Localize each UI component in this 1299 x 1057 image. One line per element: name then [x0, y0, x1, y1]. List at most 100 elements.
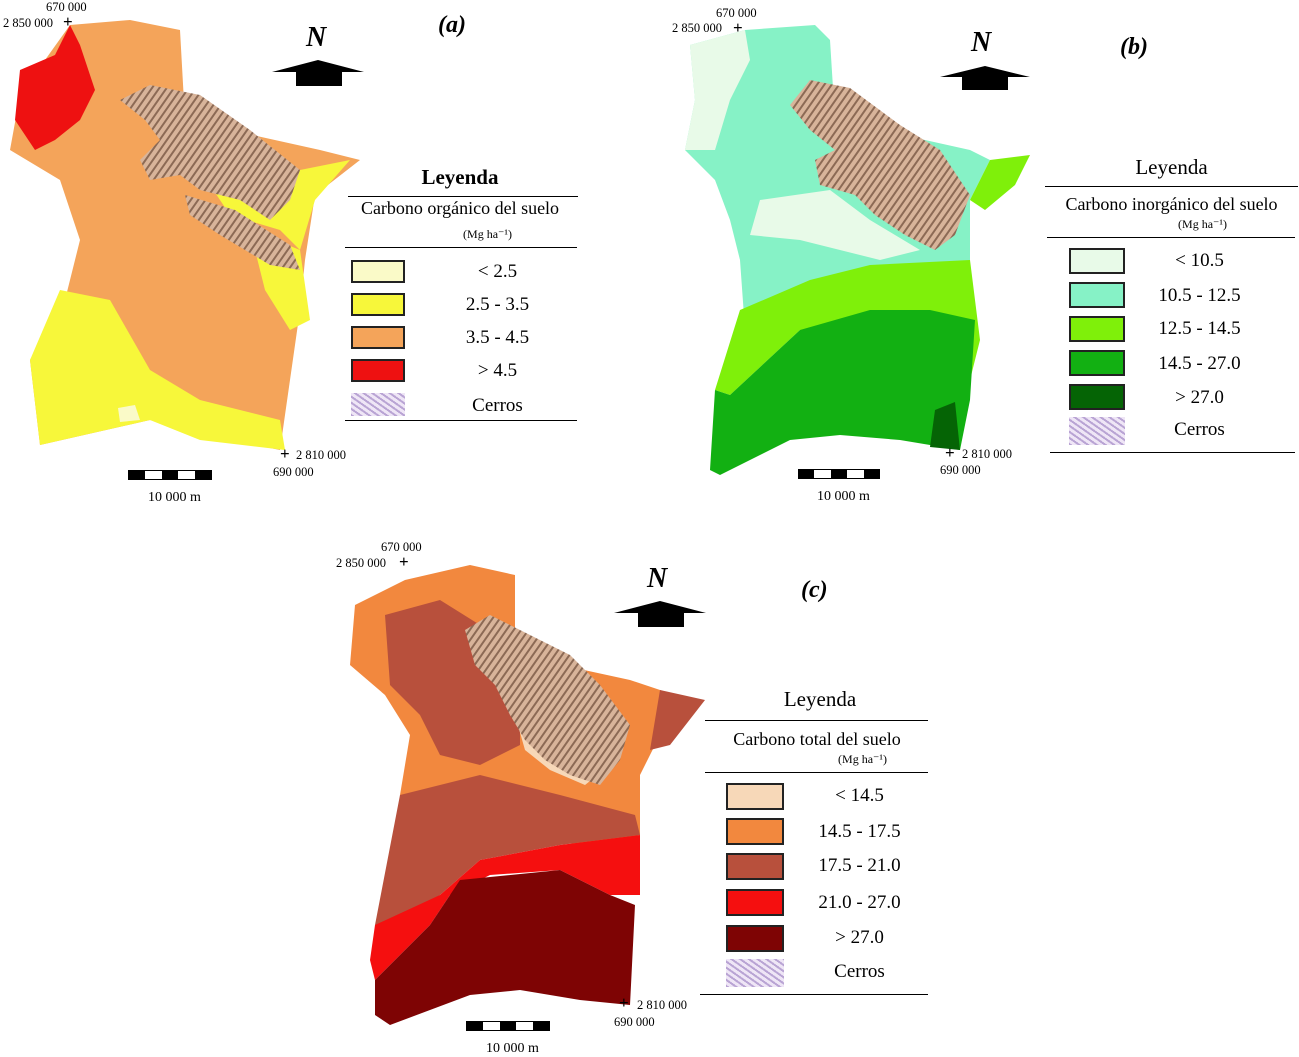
north-arrow-icon	[614, 601, 706, 627]
legend-a: Leyenda Carbono orgánico del suelo (Mg h…	[340, 165, 580, 430]
legend-swatch	[726, 783, 784, 810]
scale-bar	[466, 1021, 550, 1031]
map-a-zone-paleyellow	[118, 405, 140, 422]
legend-class-label: 2.5 - 3.5	[465, 294, 530, 315]
legend-title: Leyenda	[783, 687, 857, 711]
panel-c: 670 000 2 850 000 + + 2 810 000 690 000 …	[330, 535, 950, 1056]
map-b-zone-green	[710, 310, 975, 475]
map-b-zone-light-green-ne	[970, 155, 1030, 210]
legend-swatch	[351, 293, 405, 316]
legend-swatch	[726, 818, 784, 845]
legend-swatch	[351, 359, 405, 382]
north-arrow-icon	[272, 60, 364, 86]
legend-swatch	[726, 889, 784, 916]
legend-title: Leyenda	[1135, 155, 1208, 179]
coord-tl-x: 670 000	[716, 6, 757, 20]
scale-label: 10 000 m	[486, 1041, 539, 1056]
coord-tl-x: 670 000	[381, 540, 422, 554]
map-a-hills	[120, 85, 300, 220]
map-c-zone-brown-ne	[650, 690, 705, 750]
scale-bar	[128, 470, 212, 480]
north-label: N	[647, 563, 668, 594]
legend-class-label: < 10.5	[1175, 250, 1224, 271]
panel-label: (b)	[1120, 34, 1148, 60]
legend-swatch-hills	[1069, 417, 1125, 445]
scale-label: 10 000 m	[817, 489, 870, 504]
legend-rule	[700, 994, 928, 995]
map-c-zone-brown-s	[375, 775, 640, 935]
map-b-zone-dark-green	[930, 402, 960, 450]
legend-class-label: 17.5 - 21.0	[818, 855, 901, 876]
legend-subtitle: Carbono inorgánico del suelo	[1065, 194, 1278, 214]
north-label: N	[306, 22, 327, 53]
crosshair-icon: +	[733, 18, 743, 37]
coord-tl-x: 670 000	[46, 0, 87, 14]
coord-br-y: 2 810 000	[962, 447, 1012, 461]
legend-b: Leyenda Carbono inorgánico del suelo (Mg…	[1045, 155, 1298, 460]
crosshair-icon: +	[945, 443, 955, 462]
legend-unit: (Mg ha⁻¹)	[463, 227, 512, 241]
map-a-zone-red	[15, 25, 95, 150]
map-c	[350, 565, 705, 1025]
legend-unit: (Mg ha⁻¹)	[838, 752, 887, 766]
panel-a: 670 000 2 850 000 + + 2 810 000 690 000 …	[0, 0, 650, 520]
legend-unit: (Mg ha⁻¹)	[1178, 217, 1227, 231]
legend-swatch	[726, 853, 784, 880]
coord-br-y: 2 810 000	[637, 998, 687, 1012]
legend-swatch-hills	[726, 959, 784, 987]
scale-bar	[798, 469, 881, 479]
legend-class-label: 21.0 - 27.0	[818, 892, 901, 913]
legend-title: Leyenda	[421, 165, 499, 189]
coord-br-x: 690 000	[273, 465, 314, 479]
map-b-zone-paleneg-mid	[750, 190, 920, 260]
legend-swatch	[1069, 248, 1125, 274]
coord-tl-y: 2 850 000	[672, 21, 722, 35]
legend-c: Leyenda Carbono total del suelo (Mg ha⁻¹…	[700, 687, 940, 1002]
legend-subtitle: Carbono total del suelo	[733, 729, 901, 749]
legend-class-label: > 27.0	[1175, 387, 1224, 408]
scale-label: 10 000 m	[148, 490, 201, 505]
north-label: N	[971, 27, 992, 58]
legend-class-label: Cerros	[472, 395, 523, 416]
legend-subtitle: Carbono orgánico del suelo	[360, 198, 560, 218]
legend-rule	[705, 720, 928, 721]
legend-class-label: 3.5 - 4.5	[465, 327, 530, 348]
legend-class-label: 14.5 - 27.0	[1158, 353, 1241, 374]
legend-class-label: > 27.0	[835, 927, 884, 948]
crosshair-icon: +	[280, 444, 290, 463]
coord-br-y: 2 810 000	[296, 448, 346, 462]
legend-rule	[1045, 186, 1298, 187]
map-b-zone-paleneg	[685, 30, 750, 150]
legend-swatch	[1069, 316, 1125, 342]
legend-class-label: Cerros	[1174, 419, 1225, 440]
legend-class-label: > 4.5	[477, 360, 518, 381]
legend-swatch-hills	[351, 393, 405, 416]
legend-class-label: 12.5 - 14.5	[1158, 318, 1241, 339]
legend-swatch	[1069, 384, 1125, 410]
coord-tl-y: 2 850 000	[3, 16, 53, 30]
crosshair-icon: +	[63, 12, 73, 31]
coord-br-x: 690 000	[614, 1015, 655, 1029]
legend-swatch	[351, 326, 405, 349]
legend-rule	[1047, 237, 1295, 238]
legend-swatch	[726, 925, 784, 952]
map-a-zone-yellow-south	[30, 290, 285, 450]
map-c-hills	[465, 615, 630, 785]
legend-rule	[705, 772, 928, 773]
panel-label: (a)	[438, 12, 466, 38]
legend-swatch	[1069, 350, 1125, 376]
map-a-hills-2	[185, 195, 300, 270]
coord-br-x: 690 000	[940, 463, 981, 477]
map-b	[685, 25, 1030, 475]
legend-rule	[1050, 452, 1295, 453]
legend-rule	[345, 420, 577, 421]
legend-class-label: < 2.5	[477, 261, 518, 282]
map-c-zone-dark-red	[375, 870, 635, 1025]
legend-rule	[345, 247, 577, 248]
north-arrow-icon	[940, 66, 1030, 90]
legend-swatch	[351, 260, 405, 283]
panel-label: (c)	[801, 577, 828, 603]
legend-class-label: Cerros	[834, 961, 885, 982]
coord-tl-y: 2 850 000	[336, 556, 386, 570]
legend-swatch	[1069, 282, 1125, 308]
